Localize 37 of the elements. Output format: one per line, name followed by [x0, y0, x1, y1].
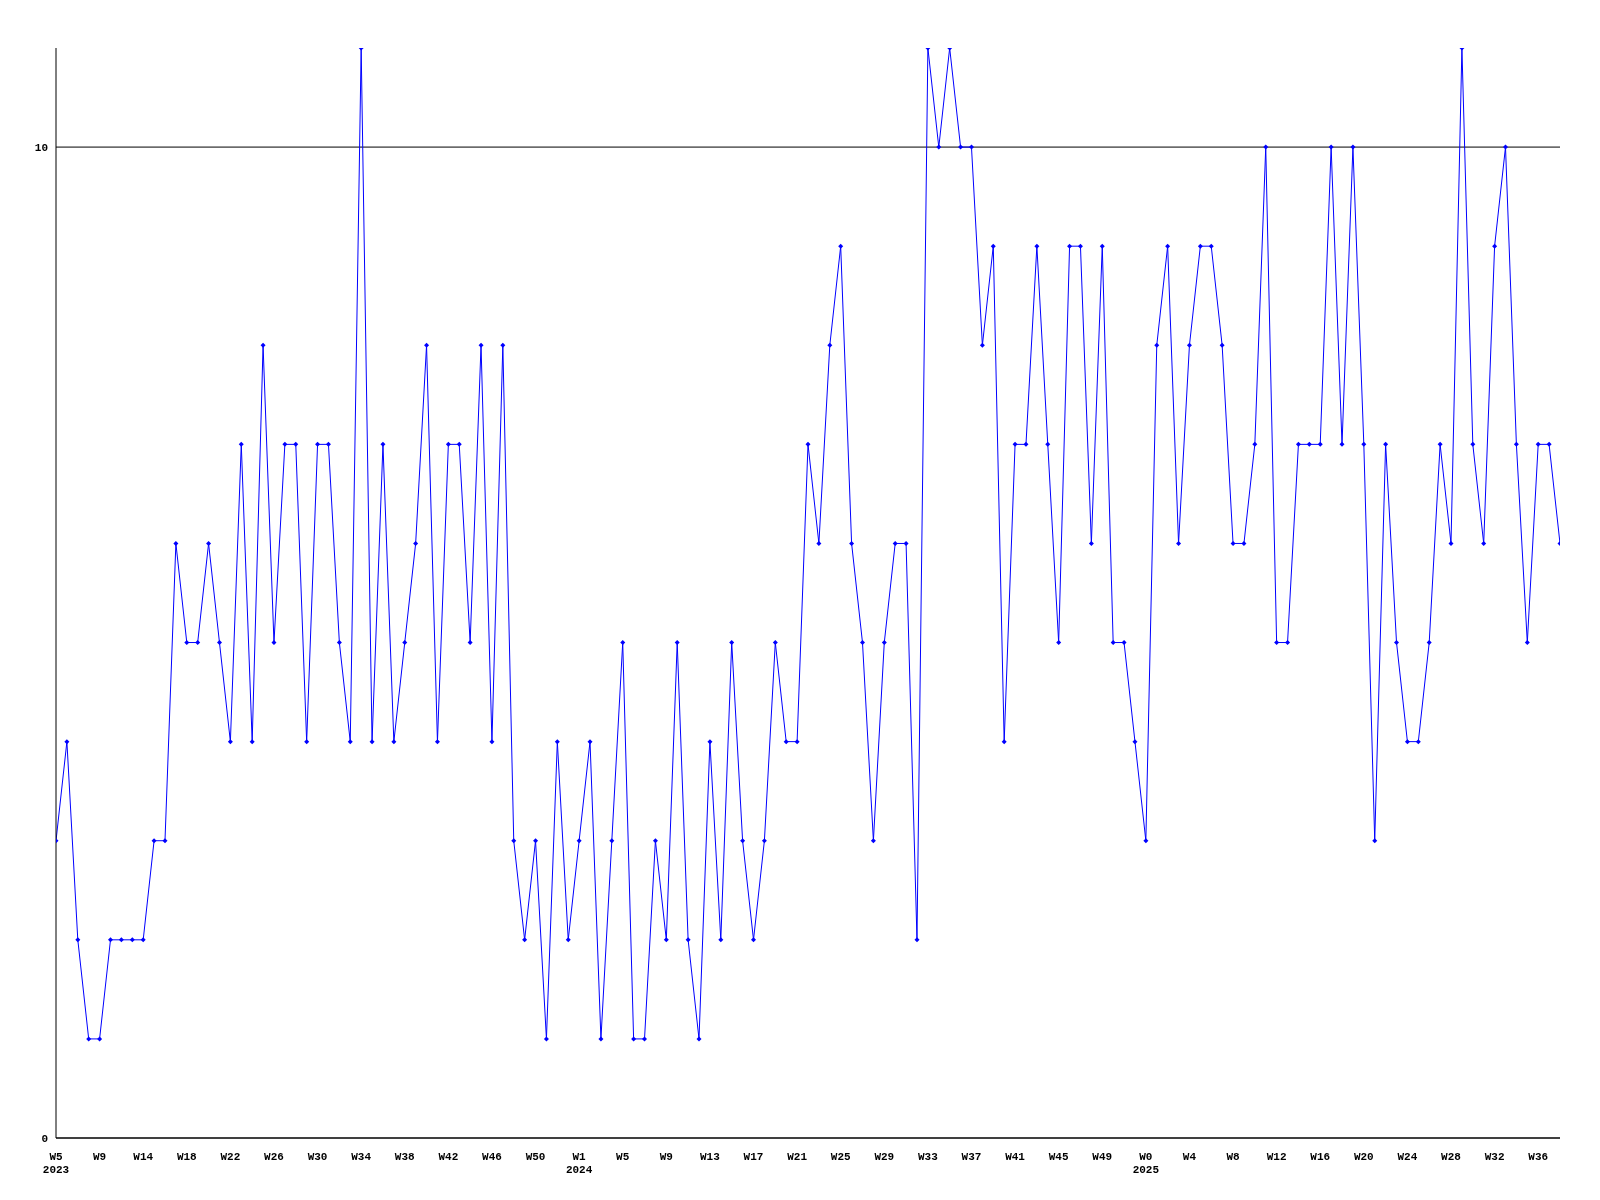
x-tick-label: W14 [133, 1151, 154, 1163]
x-tick-label: W5 [616, 1151, 630, 1163]
x-tick-label: W37 [961, 1151, 982, 1163]
x-tick-label: W34 [351, 1151, 372, 1163]
x-tick-label: W21 [787, 1151, 808, 1163]
y-tick-label: 0 [41, 1132, 48, 1145]
x-tick-label: W18 [176, 1151, 198, 1163]
x-tick-label: W46 [482, 1151, 502, 1163]
x-tick-label: W26 [264, 1151, 284, 1163]
x-tick-label: W8 [1226, 1151, 1241, 1163]
x-tick-label: W13 [700, 1151, 721, 1163]
x-tick-label: W5 2023 [42, 1151, 70, 1176]
x-tick-label: W33 [917, 1151, 939, 1163]
x-tick-label: W20 [1353, 1151, 1374, 1163]
x-tick-label: W32 [1484, 1151, 1505, 1163]
x-tick-label: W25 [830, 1151, 851, 1163]
x-tick-label: W12 [1266, 1151, 1287, 1163]
x-tick-label: W41 [1005, 1151, 1026, 1163]
x-tick-label: W42 [438, 1151, 459, 1163]
x-tick-label: W50 [525, 1151, 546, 1163]
x-tick-label: W28 [1441, 1151, 1462, 1163]
x-tick-label: W1 2024 [565, 1151, 593, 1176]
x-tick-label: W9 [659, 1151, 673, 1163]
x-tick-label: W22 [220, 1151, 241, 1163]
x-tick-label: W24 [1397, 1151, 1418, 1163]
x-tick-label: W29 [874, 1151, 895, 1163]
x-tick-label: W45 [1048, 1151, 1069, 1163]
y-tick-label: 10 [34, 142, 48, 154]
x-tick-label: W36 [1528, 1151, 1549, 1163]
x-tick-label: W16 [1310, 1151, 1331, 1163]
x-tick-label: W38 [394, 1151, 416, 1163]
x-tick-label: W9 [92, 1151, 107, 1163]
x-tick-label: W17 [743, 1151, 764, 1163]
x-tick-label: W0 2025 [1132, 1151, 1160, 1176]
x-tick-label: W49 [1092, 1151, 1113, 1163]
x-tick-label: W30 [307, 1151, 328, 1163]
x-tick-label: W4 [1182, 1151, 1197, 1163]
